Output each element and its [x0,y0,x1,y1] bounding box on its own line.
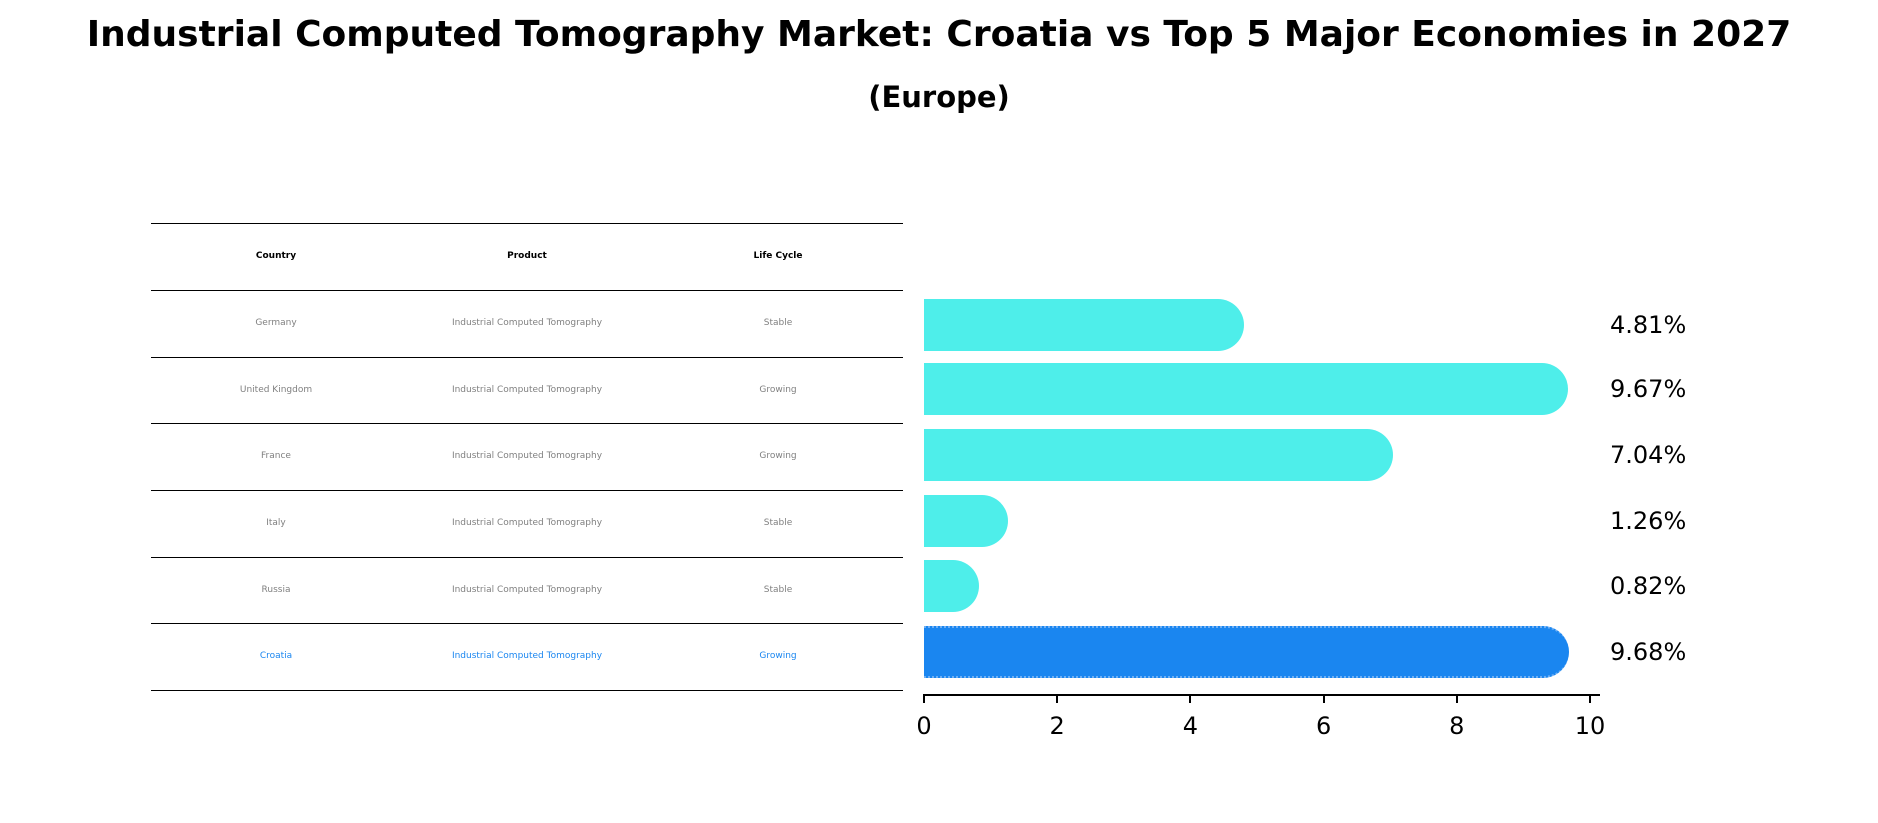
bar [924,429,1393,481]
cell-life-cycle: Stable [763,318,793,328]
x-axis-tick-label: 8 [1449,712,1465,740]
table-divider [151,690,903,691]
bar [924,560,979,612]
table-row: France Industrial Computed Tomography Gr… [151,423,903,490]
cell-life-cycle: Growing [759,451,797,461]
table-divider [151,290,903,291]
x-axis-tick [1322,694,1325,703]
bar [924,363,1569,415]
x-axis-tick [1056,694,1059,703]
cell-life-cycle: Stable [763,585,793,595]
chart-title: Industrial Computed Tomography Market: C… [86,14,1792,55]
table-divider [151,490,903,491]
value-label: 0.82% [1610,572,1687,600]
table-divider [151,557,903,558]
x-axis-tick [1189,694,1192,703]
chart-subtitle: (Europe) [868,80,1010,114]
x-axis-tick-label: 2 [1049,712,1065,740]
cell-life-cycle: Growing [759,651,797,661]
table-row: Russia Industrial Computed Tomography St… [151,557,903,624]
column-header-life-cycle: Life Cycle [753,251,803,261]
value-label: 9.67% [1610,375,1687,403]
x-axis-tick [923,694,925,703]
table-header-row: Country Product Life Cycle [151,223,903,290]
column-header-country: Country [255,251,297,261]
cell-country: France [261,451,291,461]
cell-product: Industrial Computed Tomography [451,451,603,461]
table-row: Italy Industrial Computed Tomography Sta… [151,490,903,557]
table-divider [151,357,903,358]
table-divider [151,623,903,624]
table-row: Germany Industrial Computed Tomography S… [151,290,903,357]
x-axis-tick [1589,694,1591,703]
x-axis-tick-label: 4 [1182,712,1199,740]
value-label: 4.81% [1610,311,1687,339]
cell-product: Industrial Computed Tomography [451,518,603,528]
cell-product: Industrial Computed Tomography [451,318,603,328]
table-row: United Kingdom Industrial Computed Tomog… [151,357,903,424]
x-axis-tick-label: 6 [1315,712,1332,740]
table-divider [151,423,903,424]
cell-life-cycle: Growing [759,385,797,395]
cell-product: Industrial Computed Tomography [451,585,603,595]
value-label: 7.04% [1610,441,1687,469]
value-label: 1.26% [1610,507,1687,535]
cell-product: Industrial Computed Tomography [451,651,603,661]
x-axis-tick [1455,694,1458,703]
cell-product: Industrial Computed Tomography [451,385,603,395]
table-divider [151,223,903,224]
cell-country: Russia [261,585,291,595]
cell-country: Germany [255,318,297,328]
cell-country: United Kingdom [239,385,313,395]
cell-country: Croatia [259,651,293,661]
bar [924,299,1245,351]
cell-country: Italy [266,518,286,528]
column-header-product: Product [507,251,547,261]
x-axis-line [924,694,1600,696]
bar-highlighted [924,626,1569,678]
bar [924,495,1008,547]
cell-life-cycle: Stable [763,518,793,528]
x-axis-tick-label: 10 [1574,712,1606,740]
value-label: 9.68% [1610,638,1687,666]
x-axis-tick-label: 0 [916,712,932,740]
table-row-highlighted: Croatia Industrial Computed Tomography G… [151,623,903,690]
